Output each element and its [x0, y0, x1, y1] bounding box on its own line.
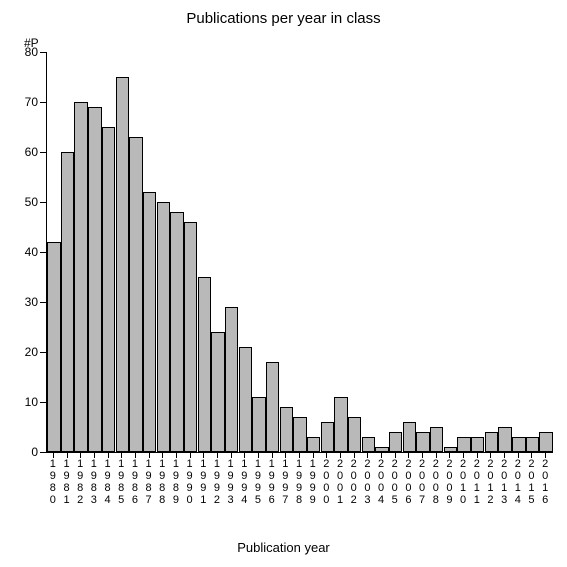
bar — [266, 362, 279, 452]
x-axis-title: Publication year — [0, 540, 567, 555]
x-tick-label: 2011 — [471, 458, 483, 506]
x-tick-label: 1987 — [143, 458, 155, 506]
bar — [143, 192, 156, 452]
x-tick-label: 1981 — [61, 458, 73, 506]
bar — [457, 437, 470, 452]
bar — [88, 107, 101, 452]
bar — [61, 152, 74, 452]
x-tick-label: 2009 — [443, 458, 455, 506]
y-tick-label: 70 — [8, 95, 38, 109]
x-tick-label: 2010 — [457, 458, 469, 506]
bar — [539, 432, 552, 452]
bar — [157, 202, 170, 452]
bar — [512, 437, 525, 452]
bar — [293, 417, 306, 452]
bar — [280, 407, 293, 452]
bar — [334, 397, 347, 452]
x-tick-label: 1986 — [129, 458, 141, 506]
y-tick-label: 40 — [8, 245, 38, 259]
bar — [498, 427, 511, 452]
x-tick-label: 1998 — [293, 458, 305, 506]
x-tick-label: 2015 — [525, 458, 537, 506]
x-tick-label: 1983 — [88, 458, 100, 506]
plot-area — [46, 52, 553, 453]
bar — [362, 437, 375, 452]
x-tick-label: 2012 — [484, 458, 496, 506]
bar — [239, 347, 252, 452]
bar — [47, 242, 60, 452]
x-tick-label: 2002 — [348, 458, 360, 506]
x-tick-label: 2008 — [430, 458, 442, 506]
bar — [102, 127, 115, 452]
bar — [389, 432, 402, 452]
y-tick-label: 30 — [8, 295, 38, 309]
x-tick-label: 1982 — [74, 458, 86, 506]
y-tick-label: 50 — [8, 195, 38, 209]
x-tick-label: 1984 — [102, 458, 114, 506]
bar — [74, 102, 87, 452]
x-tick-label: 1980 — [47, 458, 59, 506]
x-tick-label: 2014 — [512, 458, 524, 506]
bar — [526, 437, 539, 452]
y-tick-label: 0 — [8, 445, 38, 459]
bar — [307, 437, 320, 452]
x-tick-label: 1993 — [225, 458, 237, 506]
x-tick-label: 1997 — [279, 458, 291, 506]
x-tick-label: 2006 — [402, 458, 414, 506]
chart-container: Publications per year in class #P 010203… — [0, 0, 567, 567]
bar — [471, 437, 484, 452]
bar — [348, 417, 361, 452]
x-tick-label: 1994 — [238, 458, 250, 506]
x-tick-label: 2004 — [375, 458, 387, 506]
chart-title: Publications per year in class — [0, 10, 567, 27]
bar — [416, 432, 429, 452]
y-tick-label: 80 — [8, 45, 38, 59]
bar — [225, 307, 238, 452]
y-tick-label: 10 — [8, 395, 38, 409]
x-tick-label: 2005 — [389, 458, 401, 506]
x-tick-label: 2013 — [498, 458, 510, 506]
x-tick-label: 1991 — [197, 458, 209, 506]
x-tick-label: 2003 — [361, 458, 373, 506]
x-tick-label: 1988 — [156, 458, 168, 506]
x-tick-label: 1985 — [115, 458, 127, 506]
x-tick-label: 1992 — [211, 458, 223, 506]
x-tick-label: 2000 — [320, 458, 332, 506]
y-tick-label: 60 — [8, 145, 38, 159]
x-tick-label: 1999 — [307, 458, 319, 506]
x-tick-label: 1996 — [266, 458, 278, 506]
bar — [129, 137, 142, 452]
bar — [116, 77, 129, 452]
x-tick-label: 2016 — [539, 458, 551, 506]
bars-group — [47, 52, 553, 452]
bar — [430, 427, 443, 452]
bar — [211, 332, 224, 452]
x-tick-label: 1995 — [252, 458, 264, 506]
x-tick-label: 2007 — [416, 458, 428, 506]
x-tick-label: 1989 — [170, 458, 182, 506]
bar — [198, 277, 211, 452]
bar — [403, 422, 416, 452]
bar — [252, 397, 265, 452]
y-tick-label: 20 — [8, 345, 38, 359]
x-tick-label: 1990 — [184, 458, 196, 506]
bar — [321, 422, 334, 452]
x-tick-label: 2001 — [334, 458, 346, 506]
bar — [485, 432, 498, 452]
bar — [184, 222, 197, 452]
bar — [170, 212, 183, 452]
